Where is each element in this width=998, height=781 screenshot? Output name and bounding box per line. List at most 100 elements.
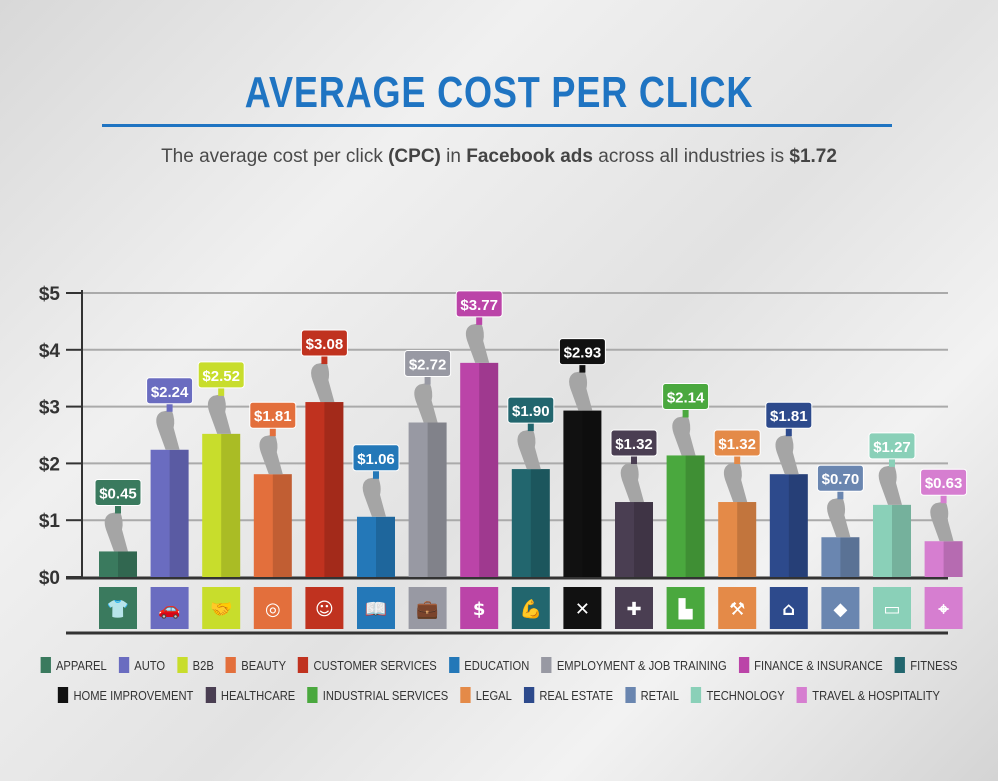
legend-swatch xyxy=(738,657,750,673)
y-tick-label: $5 xyxy=(39,284,61,305)
value-sign xyxy=(765,401,813,429)
tshirt-icon: 👕 xyxy=(107,599,129,620)
bar-shade xyxy=(634,502,653,577)
hand-icon xyxy=(259,434,283,475)
bar xyxy=(357,516,395,577)
data-label: $1.27 xyxy=(873,439,911,456)
sign-stick xyxy=(321,354,328,365)
bar-shade xyxy=(221,433,241,577)
bar-group: $0.70 ◆ xyxy=(816,464,864,629)
category-tile xyxy=(150,587,189,629)
bar-shade xyxy=(685,455,705,577)
category-tile xyxy=(563,587,602,629)
first-aid-icon: ✚ xyxy=(626,599,641,620)
legend-label: B2B xyxy=(192,657,214,673)
sign-stick xyxy=(579,362,586,373)
bar xyxy=(305,402,344,577)
subtitle: The average cost per click (CPC) in Face… xyxy=(161,146,837,167)
laptop-icon: ▭ xyxy=(883,599,900,620)
sign-stick xyxy=(940,493,947,504)
briefcase-icon: 💼 xyxy=(416,599,438,620)
hand-icon xyxy=(775,434,799,475)
value-sign xyxy=(300,329,348,357)
bar-shade xyxy=(530,469,550,577)
bar-shade xyxy=(118,551,137,577)
legend-item: BEAUTY xyxy=(225,657,286,673)
legend-label: HEALTHCARE xyxy=(220,687,296,703)
sign-stick xyxy=(527,421,534,432)
muscle-icon: 💪 xyxy=(520,598,542,620)
sign-stick xyxy=(218,385,225,396)
bar-group: $2.52 🤝 xyxy=(197,361,245,629)
value-sign xyxy=(507,396,555,424)
hand-icon xyxy=(104,511,128,552)
bar-shade xyxy=(479,362,499,577)
bar xyxy=(769,474,808,577)
bar xyxy=(408,422,447,577)
value-sign xyxy=(868,432,916,460)
bar xyxy=(666,455,705,577)
y-tick-label: $1 xyxy=(39,511,61,532)
legend-label: EMPLOYMENT & JOB TRAINING xyxy=(556,657,727,673)
money-bag-icon: $ xyxy=(473,599,486,620)
value-sign xyxy=(249,401,297,429)
title-rule xyxy=(102,124,892,127)
category-tile xyxy=(615,587,653,629)
category-tile xyxy=(873,587,911,629)
legend-label: TRAVEL & HOSPITALITY xyxy=(812,687,941,703)
tag-icon: ◆ xyxy=(833,599,847,620)
value-sign xyxy=(558,338,606,366)
hand-icon xyxy=(207,393,232,434)
legend-label: TECHNOLOGY xyxy=(706,687,785,703)
bar-group: $2.24 🚗 xyxy=(146,377,194,629)
legend-swatch xyxy=(796,687,808,703)
value-sign xyxy=(94,478,142,506)
bar xyxy=(150,449,189,577)
sign-stick xyxy=(682,407,689,418)
sign-stick xyxy=(837,489,844,500)
mirror-icon: ◎ xyxy=(265,599,281,620)
data-label: $2.14 xyxy=(667,389,705,406)
bar-shade xyxy=(737,502,757,577)
legend-label: REAL ESTATE xyxy=(539,687,614,703)
legend-item: EMPLOYMENT & JOB TRAINING xyxy=(541,657,727,673)
value-sign xyxy=(816,464,864,492)
hand-icon xyxy=(517,429,541,470)
data-label: $1.32 xyxy=(615,436,653,453)
sign-stick xyxy=(424,374,431,385)
bar-shade xyxy=(840,537,860,577)
legend-swatch xyxy=(307,687,318,703)
bar-group: $0.45 👕 xyxy=(94,478,142,629)
bar-shade xyxy=(892,504,911,577)
bar-shade xyxy=(272,474,292,577)
legend-item: EDUCATION xyxy=(448,657,530,673)
legend-item: INDUSTRIAL SERVICES xyxy=(307,687,448,703)
book-icon: 📖 xyxy=(365,599,387,620)
legend-label: EDUCATION xyxy=(464,657,530,673)
bar-group: $2.14 ▙ xyxy=(662,382,710,629)
bar-group: $0.63 ⌖ xyxy=(920,468,968,629)
legend-swatch xyxy=(448,657,460,673)
data-label: $1.32 xyxy=(718,436,756,453)
legend-swatch xyxy=(625,687,636,703)
category-tile xyxy=(408,587,447,629)
hand-icon xyxy=(311,362,335,403)
data-label: $3.77 xyxy=(460,297,498,314)
legend-swatch xyxy=(118,657,130,673)
legend-swatch xyxy=(523,687,535,703)
bar xyxy=(460,362,499,577)
bar-shade xyxy=(582,410,602,577)
hand-icon xyxy=(414,382,438,423)
sign-stick xyxy=(734,454,741,465)
hand-icon xyxy=(620,462,644,503)
legend-swatch xyxy=(205,687,216,703)
legend-label: FINANCE & INSURANCE xyxy=(754,657,883,673)
hand-icon xyxy=(930,501,954,542)
bar xyxy=(873,504,911,577)
legend-item: AUTO xyxy=(118,657,165,673)
legend-item: HOME IMPROVEMENT xyxy=(57,687,193,703)
sign-stick xyxy=(115,503,121,514)
hand-icon xyxy=(156,409,180,450)
bar-shade xyxy=(376,516,395,577)
value-sign xyxy=(920,468,968,496)
